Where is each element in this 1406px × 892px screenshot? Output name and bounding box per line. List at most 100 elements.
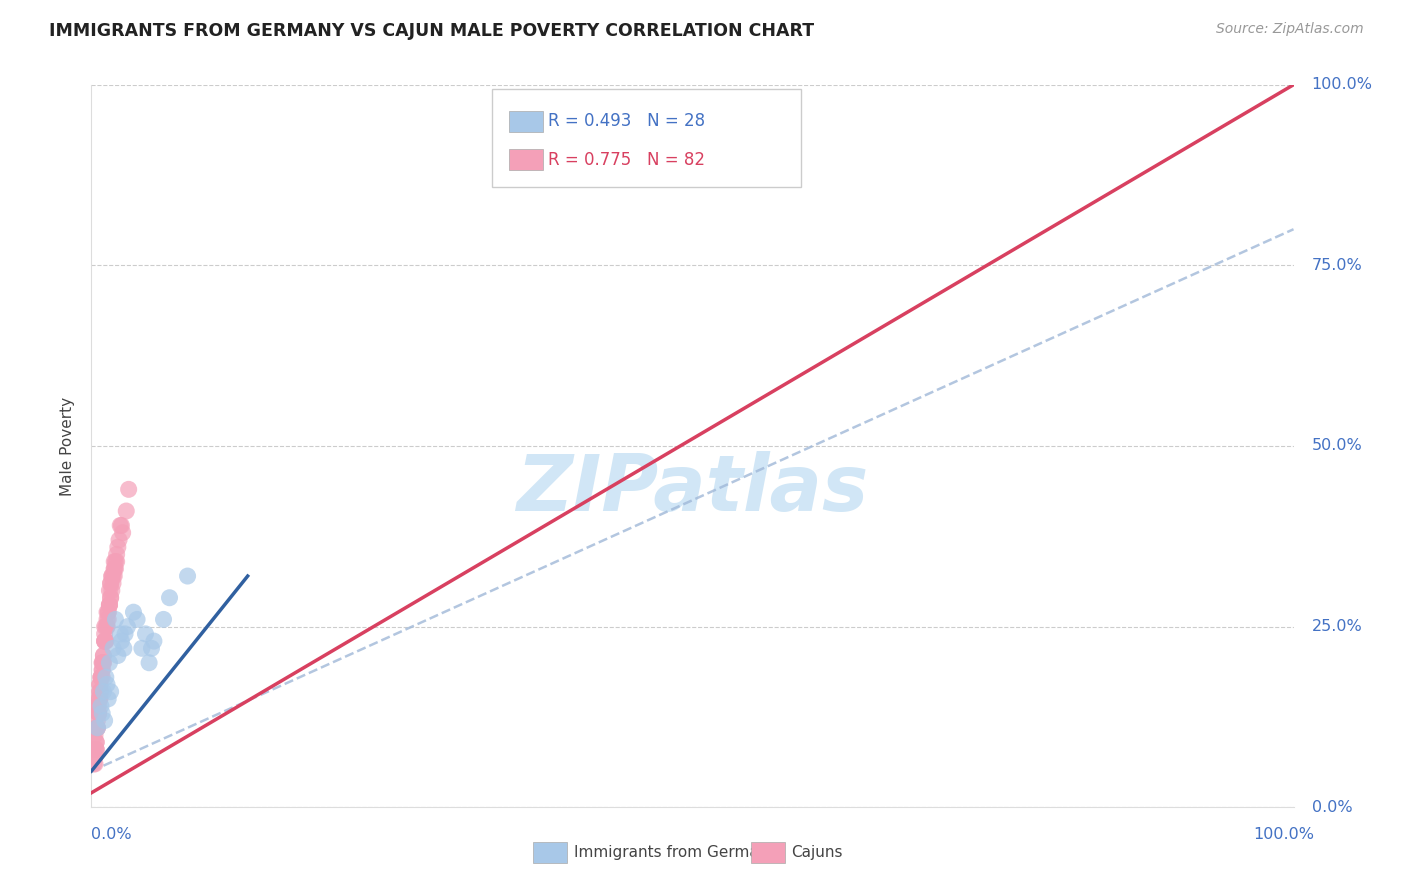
Point [91, 706, 114, 721]
Point [110, 518, 132, 533]
Point [107, 540, 129, 554]
Point [96, 619, 118, 633]
Point [108, 533, 131, 547]
Point [90, 699, 112, 714]
Point [96, 677, 118, 691]
Point [111, 525, 134, 540]
Point [101, 576, 124, 591]
Text: 100.0%: 100.0% [1312, 78, 1372, 92]
Point [96, 605, 118, 619]
Point [96, 619, 118, 633]
Point [93, 627, 115, 641]
Point [115, 504, 138, 518]
Text: IMMIGRANTS FROM GERMANY VS CAJUN MALE POVERTY CORRELATION CHART: IMMIGRANTS FROM GERMANY VS CAJUN MALE PO… [49, 22, 814, 40]
Point [98, 598, 121, 612]
Point [98, 656, 121, 670]
Point [93, 634, 115, 648]
Point [93, 684, 115, 698]
Point [100, 576, 122, 591]
Point [86, 721, 108, 735]
Point [90, 670, 112, 684]
Point [110, 627, 132, 641]
Point [98, 583, 121, 598]
Text: R = 0.493   N = 28: R = 0.493 N = 28 [548, 112, 706, 130]
Point [93, 656, 115, 670]
Text: Source: ZipAtlas.com: Source: ZipAtlas.com [1216, 22, 1364, 37]
Point [159, 591, 181, 605]
Point [131, 641, 153, 656]
Point [84, 735, 107, 749]
Point [90, 670, 112, 684]
Point [138, 656, 160, 670]
Point [93, 714, 115, 728]
Text: 0.0%: 0.0% [1312, 800, 1353, 814]
Point [97, 692, 120, 706]
Point [93, 634, 115, 648]
Point [87, 692, 110, 706]
Text: ZIPatlas: ZIPatlas [516, 451, 869, 527]
Text: 75.0%: 75.0% [1312, 258, 1362, 273]
Point [87, 706, 110, 721]
Point [97, 605, 120, 619]
Point [101, 583, 124, 598]
Point [97, 605, 120, 619]
Text: 25.0%: 25.0% [1312, 619, 1362, 634]
Point [93, 656, 115, 670]
Y-axis label: Male Poverty: Male Poverty [60, 396, 76, 496]
Point [103, 562, 125, 576]
Point [110, 634, 132, 648]
Text: 100.0%: 100.0% [1254, 827, 1315, 841]
Point [86, 699, 108, 714]
Point [89, 692, 111, 706]
Text: R = 0.775   N = 82: R = 0.775 N = 82 [548, 151, 706, 169]
Point [84, 749, 107, 764]
Point [114, 627, 136, 641]
Text: Immigrants from Germany: Immigrants from Germany [574, 846, 778, 860]
Text: 0.0%: 0.0% [91, 827, 132, 841]
Point [118, 483, 141, 497]
Point [83, 756, 105, 771]
Point [93, 619, 115, 633]
Point [100, 591, 122, 605]
Point [91, 663, 114, 677]
Point [97, 612, 120, 626]
Point [89, 684, 111, 698]
Point [98, 598, 121, 612]
Point [105, 548, 128, 562]
Point [101, 641, 124, 656]
Point [94, 634, 117, 648]
Point [104, 555, 127, 569]
Point [100, 576, 122, 591]
Point [134, 627, 156, 641]
Point [84, 721, 107, 735]
Point [89, 692, 111, 706]
Point [103, 555, 125, 569]
Point [94, 634, 117, 648]
Point [84, 735, 107, 749]
Point [90, 670, 112, 684]
Point [94, 619, 117, 633]
Point [107, 648, 129, 663]
Point [90, 684, 112, 698]
Point [103, 562, 125, 576]
Point [112, 641, 135, 656]
Point [84, 742, 107, 756]
Point [93, 648, 115, 663]
Point [176, 569, 198, 583]
Point [96, 612, 118, 626]
Point [98, 598, 121, 612]
Point [110, 518, 132, 533]
Point [100, 591, 122, 605]
Point [89, 684, 111, 698]
Point [142, 634, 165, 648]
Point [89, 677, 111, 691]
Point [122, 605, 145, 619]
Point [87, 706, 110, 721]
Point [101, 569, 124, 583]
Point [152, 612, 174, 626]
Point [91, 656, 114, 670]
Point [91, 663, 114, 677]
Point [93, 634, 115, 648]
Point [104, 562, 127, 576]
Text: Cajuns: Cajuns [792, 846, 844, 860]
